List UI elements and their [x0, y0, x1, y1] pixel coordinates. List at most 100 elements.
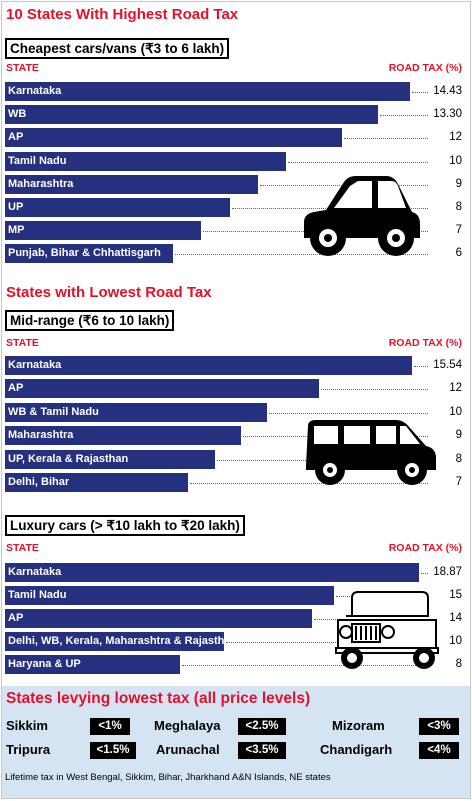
- bar-row: Delhi, Bihar 7: [2, 473, 470, 492]
- state-name: Mizoram: [332, 718, 385, 733]
- section-2-subtitle: Mid-range (₹6 to 10 lakh): [5, 310, 175, 331]
- bar-category-label: Tamil Nadu: [8, 589, 67, 601]
- bar-category-label: Maharashtra: [8, 178, 74, 190]
- lowest-all-title: States levying lowest tax (all price lev…: [6, 690, 311, 707]
- bar-value-label: 10: [449, 155, 462, 167]
- state-name: Meghalaya: [154, 718, 221, 733]
- bar-row: Haryana & UP 8: [2, 655, 470, 674]
- bar-category-label: Karnataka: [8, 566, 62, 578]
- state-name: Arunachal: [156, 742, 220, 757]
- bar-value-label: 14: [449, 612, 462, 624]
- road-tax-column-label: ROAD TAX (%): [388, 542, 462, 554]
- bar-value-label: 13.30: [433, 108, 462, 120]
- bar-category-label: WB & Tamil Nadu: [8, 406, 99, 418]
- leader-line: [344, 138, 428, 139]
- bar-value-label: 9: [455, 429, 462, 441]
- bar-category-label: WB: [8, 108, 27, 120]
- bar-row: Tamil Nadu 10: [2, 152, 470, 171]
- section-3-subtitle: Luxury cars (> ₹10 lakh to ₹20 lakh): [5, 515, 245, 536]
- section-2-column-header: STATE ROAD TAX (%): [6, 337, 462, 349]
- bar-category-label: Haryana & UP: [8, 658, 81, 670]
- bar-category-label: AP: [8, 131, 24, 143]
- tax-badge: <1%: [90, 718, 130, 735]
- bar: [5, 563, 419, 582]
- leader-line: [421, 573, 428, 574]
- bar-category-label: UP, Kerala & Rajasthan: [8, 453, 129, 465]
- bar: [5, 609, 312, 628]
- bar: [5, 379, 319, 398]
- bar-value-label: 15.54: [433, 359, 462, 371]
- bar-category-label: UP: [8, 201, 24, 213]
- leader-line: [321, 389, 428, 390]
- section-1-subtitle: Cheapest cars/vans (₹3 to 6 lakh): [5, 38, 230, 59]
- state-column-label: STATE: [6, 62, 39, 74]
- leader-line: [288, 162, 428, 163]
- bar: [5, 403, 267, 422]
- bar-row: Delhi, WB, Kerala, Maharashtra & Rajasth…: [2, 632, 470, 651]
- section-2-bar-chart: Karnataka 15.54 AP 12 WB & Tamil Nadu 10 Mahar…: [2, 356, 470, 496]
- bar: [5, 175, 258, 194]
- road-tax-column-label: ROAD TAX (%): [388, 337, 462, 349]
- leader-line: [182, 665, 428, 666]
- bar: [5, 221, 201, 240]
- lowest-tax-title: States with Lowest Road Tax: [6, 284, 212, 301]
- bar-row: Karnataka 18.87: [2, 563, 470, 582]
- road-tax-column-label: ROAD TAX (%): [388, 62, 462, 74]
- bar-row: AP 12: [2, 128, 470, 147]
- bar: [5, 128, 342, 147]
- bar-category-label: Maharashtra: [8, 429, 74, 441]
- section-1-bar-chart: Karnataka 14.43 WB 13.30 AP 12 Tamil Nadu 10 Mah…: [2, 82, 470, 267]
- section-3-bar-chart: Karnataka 18.87 Tamil Nadu 15 AP 14 Delhi, WB,…: [2, 563, 470, 683]
- main-title: 10 States With Highest Road Tax: [6, 6, 239, 23]
- bar-row: WB 13.30: [2, 105, 470, 124]
- bar-row: Karnataka 14.43: [2, 82, 470, 101]
- bar: [5, 244, 173, 263]
- van-icon: [300, 416, 440, 493]
- section-3-column-header: STATE ROAD TAX (%): [6, 542, 462, 554]
- bar-value-label: 10: [449, 635, 462, 647]
- bar: [5, 426, 241, 445]
- state-name: Chandigarh: [320, 742, 393, 757]
- bar-row: AP 12: [2, 379, 470, 398]
- bar: [5, 82, 410, 101]
- leader-line: [269, 413, 428, 414]
- bar-value-label: 12: [449, 131, 462, 143]
- lowest-tax-panel: States levying lowest tax (all price lev…: [2, 686, 470, 798]
- bar-value-label: 12: [449, 382, 462, 394]
- bar-value-label: 6: [455, 247, 462, 259]
- bar-row: UP, Kerala & Rajasthan 8: [2, 450, 470, 469]
- tax-badge: <3.5%: [238, 742, 286, 759]
- bar-category-label: AP: [8, 612, 24, 624]
- leader-line: [380, 115, 428, 116]
- bar: [5, 450, 215, 469]
- bar-value-label: 9: [455, 178, 462, 190]
- bar-value-label: 8: [455, 453, 462, 465]
- bar: [5, 152, 286, 171]
- bar: [5, 655, 180, 674]
- bar-value-label: 7: [455, 224, 462, 236]
- bar-category-label: Delhi, WB, Kerala, Maharashtra & Rajasth…: [8, 635, 238, 647]
- footnote: Lifetime tax in West Bengal, Sikkim, Bih…: [5, 772, 331, 783]
- bar: [5, 198, 230, 217]
- leader-line: [175, 254, 428, 255]
- bar-row: Karnataka 15.54: [2, 356, 470, 375]
- tax-badge: <3%: [419, 718, 459, 735]
- bar: [5, 632, 224, 651]
- leader-line: [412, 92, 428, 93]
- bar-value-label: 10: [449, 406, 462, 418]
- bar-category-label: Punjab, Bihar & Chhattisgarh: [8, 247, 161, 259]
- vintage-jeep-icon: [332, 586, 442, 677]
- bar-category-label: Karnataka: [8, 359, 62, 371]
- tax-badge: <4%: [419, 742, 459, 759]
- bar-category-label: Karnataka: [8, 85, 62, 97]
- bar-value-label: 15: [449, 589, 462, 601]
- state-column-label: STATE: [6, 542, 39, 554]
- section-1-column-header: STATE ROAD TAX (%): [6, 62, 462, 74]
- bar-value-label: 7: [455, 476, 462, 488]
- bar-row: Punjab, Bihar & Chhattisgarh 6: [2, 244, 470, 263]
- bar-value-label: 8: [455, 201, 462, 213]
- leader-line: [414, 366, 428, 367]
- state-name: Sikkim: [6, 718, 48, 733]
- bar: [5, 105, 378, 124]
